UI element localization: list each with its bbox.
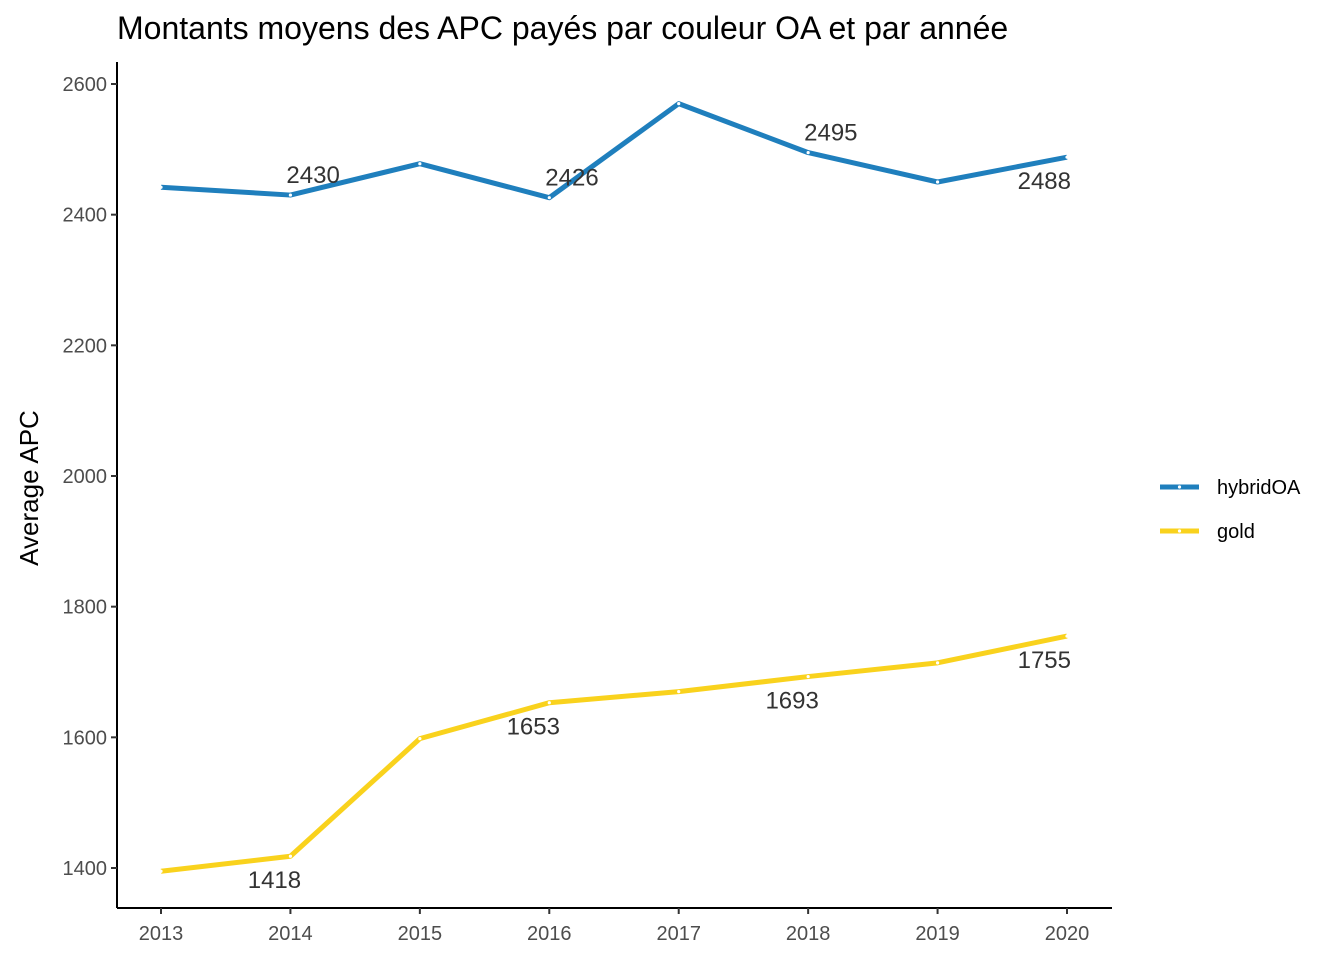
y-tick-label: 2600 bbox=[63, 74, 108, 96]
series-layer bbox=[159, 101, 1069, 874]
data-point-hybridOA bbox=[547, 196, 551, 200]
data-point-hybridOA bbox=[418, 162, 422, 166]
data-point-hybridOA bbox=[159, 185, 163, 189]
legend-label-hybridOA: hybridOA bbox=[1217, 477, 1301, 499]
legend-key-point bbox=[1177, 485, 1182, 489]
data-point-gold bbox=[677, 690, 681, 694]
data-label: 2426 bbox=[545, 165, 598, 192]
x-tick-label: 2013 bbox=[139, 923, 184, 945]
data-point-gold bbox=[547, 701, 551, 705]
data-point-hybridOA bbox=[288, 193, 293, 197]
x-tick-label: 2020 bbox=[1045, 923, 1090, 945]
data-point-gold bbox=[418, 737, 422, 741]
data-label: 1653 bbox=[507, 714, 560, 741]
y-axis-title: Average APC bbox=[14, 410, 44, 566]
x-tick-label: 2016 bbox=[527, 923, 572, 945]
data-point-hybridOA bbox=[677, 102, 681, 106]
data-point-gold bbox=[1065, 634, 1069, 638]
y-tick-label: 1800 bbox=[63, 597, 108, 619]
legend-key-point bbox=[1177, 529, 1182, 533]
series-line-gold bbox=[160, 633, 1068, 874]
data-label: 2488 bbox=[1018, 168, 1071, 195]
x-axis: 2013 2014 2015 2016 2017 2018 2019 2020 bbox=[117, 907, 1112, 945]
y-tick-label: 2200 bbox=[63, 335, 108, 357]
x-tick-label: 2017 bbox=[656, 923, 701, 945]
data-labels: 2430 2426 2495 2488 1418 1653 1693 1755 bbox=[248, 120, 1071, 895]
legend: hybridOA gold bbox=[1160, 477, 1301, 543]
data-point-hybridOA bbox=[806, 151, 810, 155]
chart-title: Montants moyens des APC payés par couleu… bbox=[117, 10, 1009, 46]
x-tick-label: 2015 bbox=[398, 923, 443, 945]
data-label: 1693 bbox=[765, 688, 818, 715]
y-tick-label: 1600 bbox=[63, 727, 108, 749]
data-label: 2495 bbox=[804, 120, 857, 147]
x-tick-label: 2019 bbox=[915, 923, 960, 945]
data-label: 1755 bbox=[1018, 647, 1071, 674]
legend-label-gold: gold bbox=[1217, 521, 1255, 543]
y-tick-label: 2000 bbox=[63, 466, 108, 488]
data-point-hybridOA bbox=[1065, 155, 1069, 159]
y-tick-label: 2400 bbox=[63, 205, 108, 227]
data-point-hybridOA bbox=[935, 180, 940, 184]
y-tick-label: 1400 bbox=[63, 858, 108, 880]
data-point-gold bbox=[806, 674, 810, 679]
data-point-gold bbox=[159, 869, 163, 873]
x-tick-label: 2014 bbox=[268, 923, 313, 945]
data-label: 1418 bbox=[248, 867, 301, 894]
data-point-gold bbox=[935, 661, 940, 665]
series-line-hybridOA bbox=[160, 101, 1068, 201]
y-axis: 1400 1600 1800 2000 2200 2400 2600 bbox=[63, 62, 118, 908]
data-label: 2430 bbox=[286, 162, 339, 189]
x-tick-label: 2018 bbox=[786, 923, 831, 945]
data-point-gold bbox=[288, 854, 293, 858]
